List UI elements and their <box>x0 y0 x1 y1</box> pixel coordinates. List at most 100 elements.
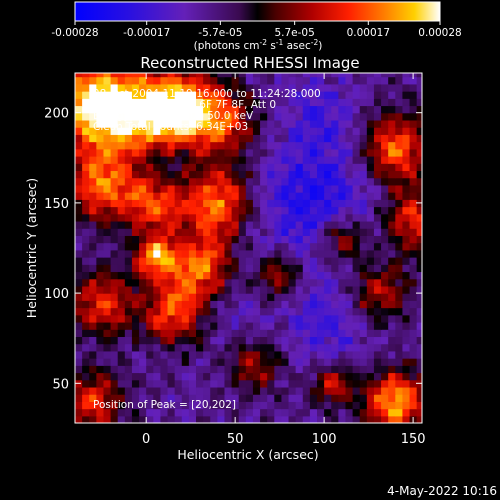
heatmap-cell <box>295 177 304 186</box>
heatmap-cell <box>267 199 275 208</box>
heatmap-cell <box>146 228 154 236</box>
heatmap-cell <box>238 170 247 179</box>
heatmap-cell <box>117 98 126 107</box>
heatmap-cell <box>82 98 90 107</box>
heatmap-cell <box>174 192 183 200</box>
heatmap-cell <box>96 155 105 164</box>
heatmap-cell <box>409 184 418 193</box>
heatmap-cell <box>388 321 396 330</box>
heatmap-cell <box>245 408 254 417</box>
heatmap-cell <box>210 386 218 395</box>
heatmap-cell <box>295 141 304 150</box>
heatmap-cell <box>146 213 154 222</box>
heatmap-cell <box>124 206 133 215</box>
heatmap-cell <box>238 278 247 287</box>
heatmap-cell <box>402 358 411 366</box>
heatmap-cell <box>260 293 268 301</box>
heatmap-cell <box>395 300 404 309</box>
heatmap-cell <box>345 119 354 128</box>
heatmap-cell <box>302 141 311 150</box>
heatmap-cell <box>352 134 361 143</box>
heatmap-cell <box>196 314 204 323</box>
heatmap-cell <box>224 350 233 359</box>
heatmap-cell <box>231 170 240 179</box>
heatmap-cell <box>267 105 275 114</box>
heatmap-cell <box>331 401 339 410</box>
heatmap-cell <box>245 83 254 92</box>
heatmap-cell <box>373 300 382 309</box>
heatmap-cell <box>146 177 154 186</box>
heatmap-cell <box>131 329 140 338</box>
heatmap-cell <box>338 127 347 135</box>
heatmap-cell <box>252 98 261 107</box>
heatmap-cell <box>231 206 240 215</box>
heatmap-cell <box>295 257 304 265</box>
heatmap-cell <box>238 249 247 258</box>
heatmap-cell <box>409 314 418 323</box>
heatmap-cell <box>181 155 190 164</box>
heatmap-cell <box>331 184 339 193</box>
heatmap-cell <box>203 307 211 316</box>
heatmap-cell <box>110 358 119 366</box>
heatmap-cell <box>252 83 261 92</box>
heatmap-cell <box>82 206 90 215</box>
heatmap-cell <box>153 213 162 222</box>
heatmap-cell <box>96 170 105 179</box>
heatmap-cell <box>373 242 382 251</box>
heatmap-cell <box>267 170 275 179</box>
heatmap-cell <box>153 134 162 143</box>
heatmap-cell <box>146 242 154 251</box>
heatmap-cell <box>309 307 318 316</box>
heatmap-cell <box>174 105 183 114</box>
heatmap-cell <box>131 285 140 294</box>
heatmap-cell <box>395 105 404 114</box>
heatmap-cell <box>203 343 211 352</box>
heatmap-cell <box>231 394 240 402</box>
heatmap-cell <box>75 155 83 164</box>
heatmap-cell <box>281 329 290 338</box>
heatmap-cell <box>381 329 389 338</box>
heatmap-cell <box>302 206 311 215</box>
heatmap-cell <box>416 285 422 294</box>
heatmap-cell <box>416 321 422 330</box>
heatmap-cell <box>131 242 140 251</box>
heatmap-cell <box>409 372 418 381</box>
heatmap-cell <box>82 91 90 99</box>
heatmap-cell <box>245 314 254 323</box>
heatmap-cell <box>245 91 254 99</box>
heatmap-cell <box>281 148 290 157</box>
heatmap-cell <box>302 408 311 417</box>
heatmap-cell <box>103 170 112 179</box>
heatmap-cell <box>402 163 411 172</box>
heatmap-cell <box>146 365 154 374</box>
heatmap-cell <box>124 199 133 208</box>
heatmap-cell <box>395 91 404 99</box>
heatmap-cell <box>359 293 368 301</box>
heatmap-cell <box>82 228 90 236</box>
heatmap-cell <box>89 300 97 309</box>
heatmap-cell <box>267 148 275 157</box>
heatmap-cell <box>174 257 183 265</box>
heatmap-cell <box>75 343 83 352</box>
heatmap-cell <box>324 271 332 280</box>
heatmap-cell <box>75 83 83 92</box>
heatmap-cell <box>167 321 176 330</box>
heatmap-cell <box>309 155 318 164</box>
heatmap-cell <box>75 264 83 273</box>
heatmap-cell <box>210 408 218 417</box>
heatmap <box>75 73 422 423</box>
heatmap-cell <box>181 220 190 229</box>
heatmap-cell <box>267 343 275 352</box>
heatmap-cell <box>196 163 204 172</box>
heatmap-cell <box>203 228 211 236</box>
heatmap-cell <box>124 76 133 85</box>
heatmap-cell <box>388 365 396 374</box>
heatmap-cell <box>196 329 204 338</box>
heatmap-cell <box>381 206 389 215</box>
heatmap-cell <box>302 155 311 164</box>
heatmap-cell <box>281 278 290 287</box>
heatmap-cell <box>89 249 97 258</box>
heatmap-cell <box>373 271 382 280</box>
heatmap-cell <box>252 170 261 179</box>
heatmap-cell <box>167 170 176 179</box>
